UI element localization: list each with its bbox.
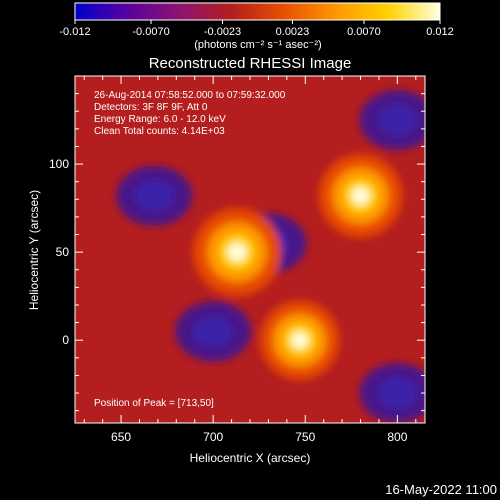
y-tick-label: 50 [56,245,70,259]
negative-core [377,377,418,410]
y-tick-label: 100 [49,157,69,171]
annotation-block: 26-Aug-2014 07:58:52.000 to 07:59:32.000… [94,90,286,137]
annotation-line: 26-Aug-2014 07:58:52.000 to 07:59:32.000 [94,90,286,101]
negative-core [193,315,234,348]
peak-position-label: Position of Peak = [713,50] [94,398,214,409]
y-axis-label: Heliocentric Y (arcsec) [27,190,41,310]
colorbar-tick-label: -0.012 [59,26,90,38]
image-area [75,76,425,423]
colorbar-tick-label: 0.0023 [276,26,310,38]
colorbar-tick-label: -0.0070 [132,26,169,38]
colorbar-tick-label: -0.0023 [204,26,241,38]
colorbar [75,3,440,20]
x-tick-label: 750 [295,430,315,444]
x-tick-label: 700 [203,430,223,444]
x-axis-label: Heliocentric X (arcsec) [190,451,311,465]
negative-core [377,104,418,137]
y-tick-label: 0 [62,333,69,347]
source-peak [351,187,370,205]
colorbar-tick-label: 0.012 [426,26,454,38]
emission-map [116,90,425,423]
annotation-line: Detectors: 3F 8F 9F, Att 0 [94,102,208,113]
negative-core [134,179,175,212]
annotation-line: Energy Range: 6.0 - 12.0 keV [94,114,226,125]
colorbar-label: (photons cm⁻² s⁻¹ asec⁻²) [194,39,321,51]
annotation-line: Clean Total counts: 4.14E+03 [94,126,225,137]
source-peak [291,332,308,349]
x-tick-label: 800 [387,430,407,444]
colorbar-frame [74,2,441,21]
y-axis: 0 50 100 [49,93,425,412]
source-peak [228,243,247,262]
colorbar-ticks: -0.012 -0.0070 -0.0023 0.0023 0.0070 0.012 [59,20,454,38]
colorbar-tick-label: 0.0070 [347,26,381,38]
chart-title: Reconstructed RHESSI Image [149,55,352,72]
x-tick-label: 650 [111,430,131,444]
timestamp: 16-May-2022 11:00 [385,482,497,497]
x-axis: 650 700 750 800 [83,76,417,444]
